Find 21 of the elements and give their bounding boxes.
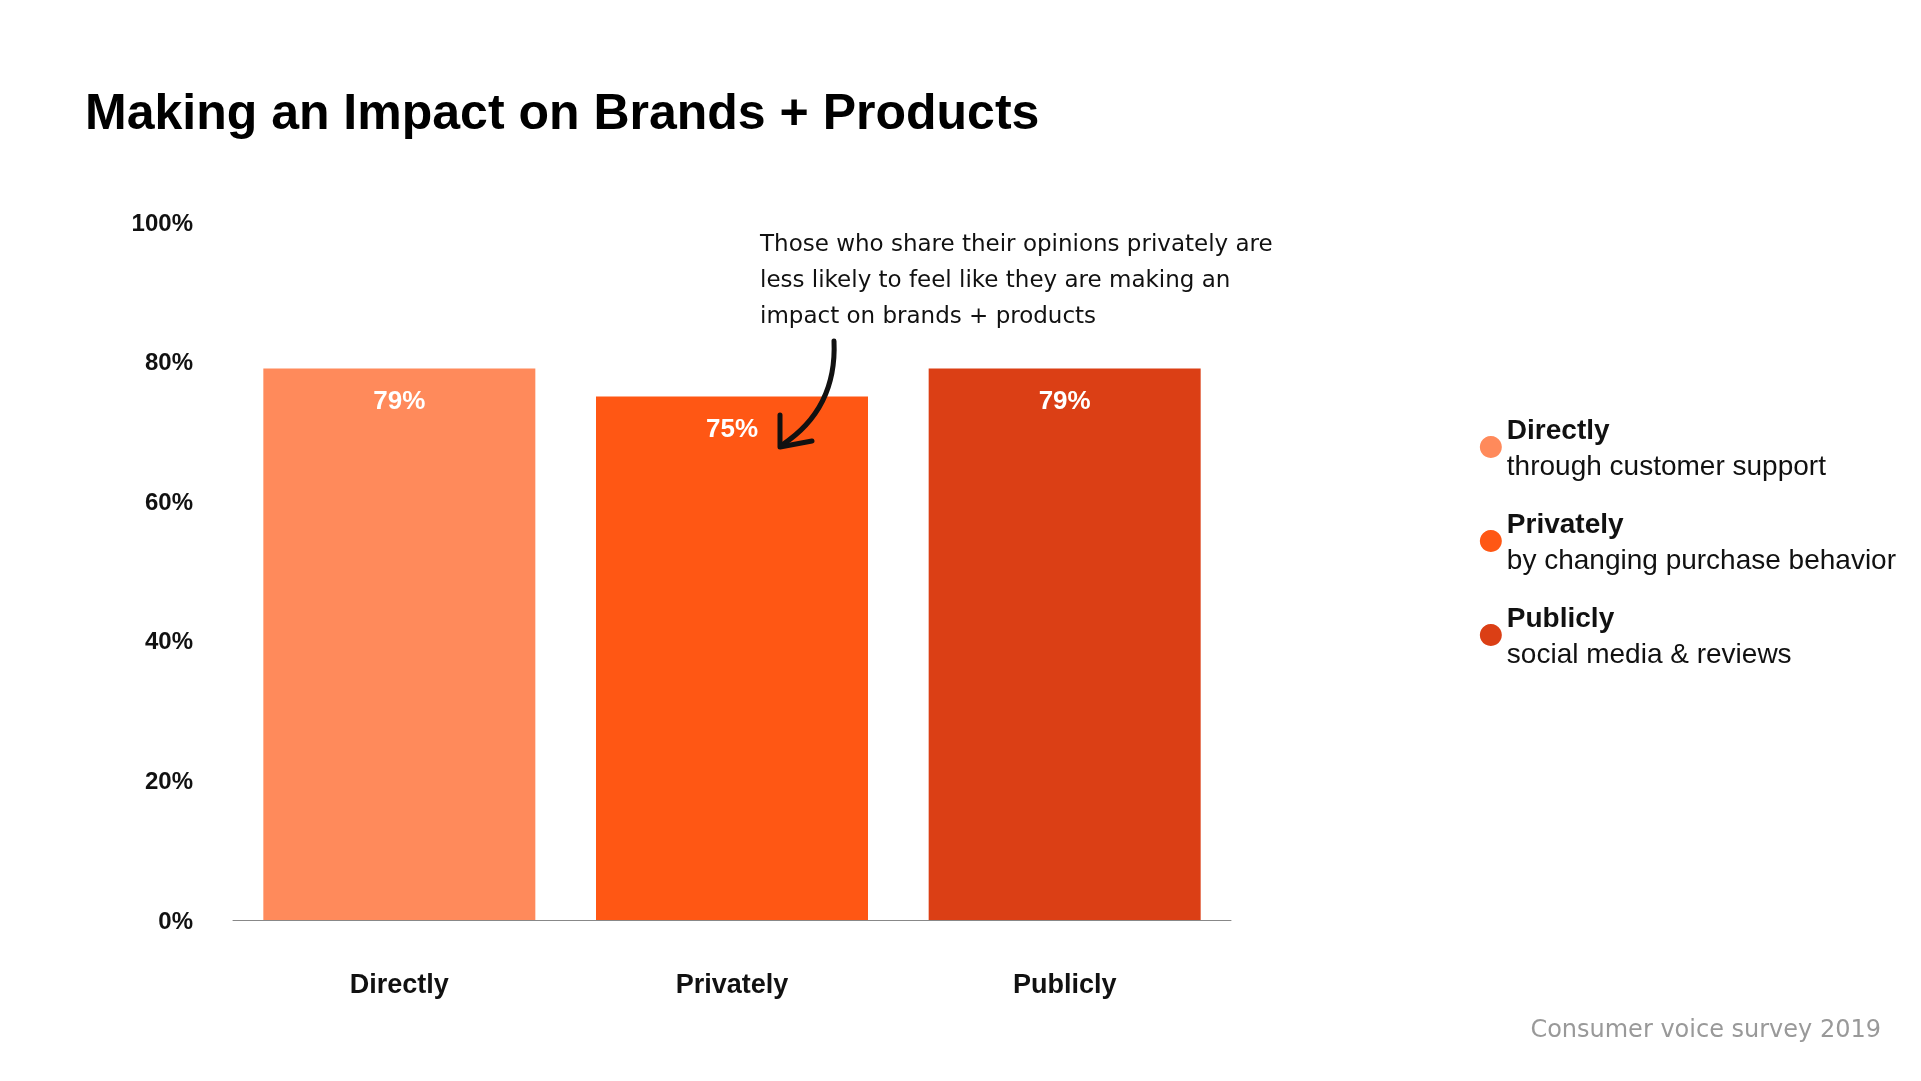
legend-label: Publicly [1506,601,1615,633]
text: by changing purchase behavior [1506,543,1896,575]
x-tick-label: Publicly [1012,968,1117,999]
text: Consumer voice survey 2019 [1530,1015,1881,1043]
data-label: 79% [373,384,426,415]
chart-title: Making an Impact on Brands + Products [85,84,1040,140]
y-tick-label: 40% [144,627,193,655]
y-tick-label: 0% [158,906,193,934]
y-tick-label: 60% [144,487,193,515]
y-tick-label: 80% [144,348,193,376]
annotation: Those who share their opinions privately are less likely to feel like they are making an impact on brands + products [760,229,1274,330]
data-label: 79% [1038,384,1091,415]
legend-label: Privately [1506,507,1625,539]
x-tick-label: Directly [349,968,449,999]
data-label: 75% [705,412,759,443]
legend-label: Directly [1506,413,1610,445]
y-tick-label: 20% [144,766,193,794]
x-tick-label: Privately [675,968,789,999]
y-tick-label: 100% [131,208,193,236]
text: through customer support [1506,449,1827,481]
text: social media & reviews [1506,637,1792,669]
